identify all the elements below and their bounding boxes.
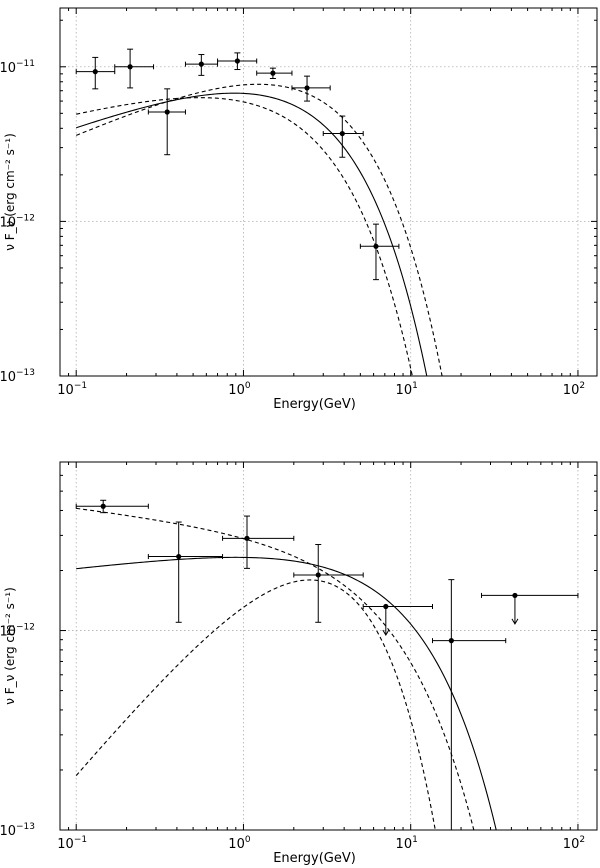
y-tick-label: 10−11 bbox=[0, 59, 35, 76]
data-point bbox=[315, 572, 321, 578]
x-tick-exponent: 0 bbox=[245, 835, 251, 845]
upper-limit-arrow bbox=[511, 618, 519, 625]
x-tick-exponent: 2 bbox=[579, 835, 585, 845]
data-point bbox=[448, 638, 454, 644]
data-point bbox=[383, 603, 389, 610]
top-sed-panel: 10−1 100 101 10210−1310−1210−11Energy(GeV)ν… bbox=[0, 7, 598, 412]
x-tick-exponent: −1 bbox=[74, 835, 87, 845]
x-tick-label: 100 bbox=[228, 835, 251, 852]
data-point bbox=[304, 85, 310, 91]
data-point bbox=[100, 503, 106, 509]
fit-band-upper bbox=[76, 83, 443, 376]
data-point bbox=[373, 243, 379, 249]
axes-frame bbox=[59, 7, 598, 377]
data-point bbox=[244, 535, 250, 541]
y-axis-label: ν F_ν (erg cm⁻² s⁻¹) bbox=[3, 587, 17, 704]
best-fit-curve bbox=[76, 556, 497, 830]
y-tick-label: 10−13 bbox=[0, 368, 35, 385]
x-axis-label: Energy(GeV) bbox=[273, 851, 356, 866]
y-axis-label: ν F_ν (erg cm⁻² s⁻¹) bbox=[3, 133, 17, 250]
data-point bbox=[339, 130, 345, 137]
fit-band-upper bbox=[76, 507, 475, 830]
y-tick-exponent: −13 bbox=[16, 822, 35, 832]
data-point bbox=[176, 553, 182, 560]
x-tick-label: 10−1 bbox=[57, 381, 87, 398]
x-tick-label: 101 bbox=[396, 835, 418, 852]
x-tick-label: 10−1 bbox=[57, 835, 87, 852]
fit-band-lower bbox=[75, 579, 436, 830]
x-tick-exponent: 0 bbox=[245, 381, 251, 391]
x-tick-label: 102 bbox=[563, 381, 585, 398]
data-point bbox=[270, 70, 276, 76]
upper-limit-arrow bbox=[382, 629, 390, 636]
y-tick-exponent: −13 bbox=[16, 368, 35, 378]
x-tick-label: 101 bbox=[396, 381, 418, 398]
data-point bbox=[164, 109, 170, 115]
x-tick-exponent: 1 bbox=[412, 381, 418, 391]
fit-band-lower bbox=[76, 97, 413, 376]
x-tick-exponent: −1 bbox=[74, 381, 87, 391]
data-point bbox=[127, 64, 133, 70]
data-point bbox=[92, 69, 98, 75]
x-tick-label: 100 bbox=[228, 381, 251, 398]
y-tick-exponent: −12 bbox=[16, 213, 35, 223]
data-point bbox=[512, 592, 518, 599]
y-tick-label: 10−13 bbox=[0, 822, 35, 839]
y-tick-exponent: −12 bbox=[16, 623, 35, 633]
x-tick-exponent: 1 bbox=[412, 835, 418, 845]
data-point bbox=[198, 61, 204, 67]
x-tick-exponent: 2 bbox=[579, 381, 585, 391]
y-tick-exponent: −11 bbox=[16, 59, 35, 69]
data-point bbox=[234, 58, 240, 64]
x-tick-label: 102 bbox=[563, 835, 585, 852]
axes-frame bbox=[59, 461, 598, 831]
x-axis-label: Energy(GeV) bbox=[273, 397, 356, 412]
best-fit-curve bbox=[76, 92, 428, 376]
